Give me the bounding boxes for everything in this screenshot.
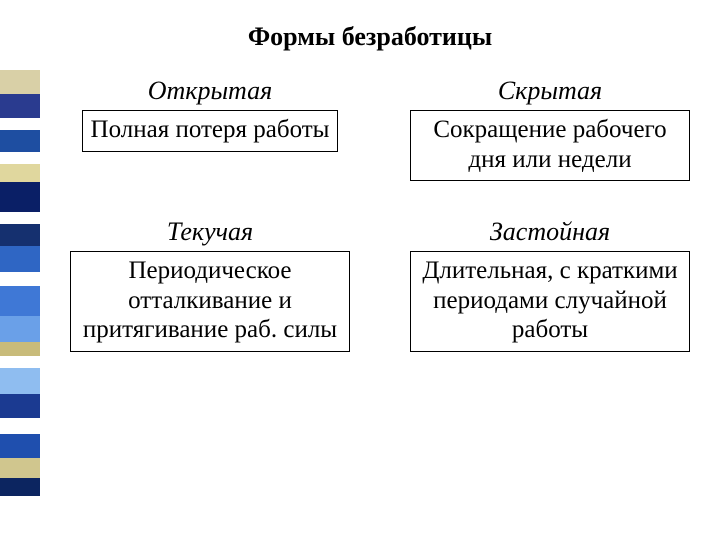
sidebar-stripe <box>0 418 40 434</box>
category-box-fluid: Периодическое отталкивание и притягивани… <box>70 251 350 352</box>
cell-fluid: Текучая Периодическое отталкивание и при… <box>70 217 350 352</box>
sidebar-stripe <box>0 434 40 458</box>
sidebar-stripe <box>0 224 40 246</box>
sidebar-stripe <box>0 368 40 394</box>
sidebar-stripe <box>0 286 40 316</box>
sidebar-stripe <box>0 394 40 418</box>
sidebar-stripe <box>0 272 40 286</box>
cell-open: Открытая Полная потеря работы <box>70 76 350 181</box>
sidebar-stripe <box>0 118 40 130</box>
sidebar-stripe <box>0 478 40 496</box>
cell-hidden: Скрытая Сокращение рабочего дня или неде… <box>410 76 690 181</box>
sidebar-stripe <box>0 316 40 342</box>
sidebar-stripe <box>0 342 40 356</box>
category-title-hidden: Скрытая <box>410 76 690 106</box>
category-title-fluid: Текучая <box>70 217 350 247</box>
category-box-stagnant: Длительная, с краткими периодами случайн… <box>410 251 690 352</box>
sidebar-stripe <box>0 356 40 368</box>
sidebar-stripe <box>0 164 40 182</box>
sidebar-stripe <box>0 152 40 164</box>
category-title-stagnant: Застойная <box>410 217 690 247</box>
sidebar-stripe <box>0 246 40 272</box>
page-title: Формы безработицы <box>50 22 690 52</box>
content-area: Формы безработицы Открытая Полная потеря… <box>50 0 710 540</box>
category-box-hidden: Сокращение рабочего дня или недели <box>410 110 690 181</box>
cell-stagnant: Застойная Длительная, с краткими периода… <box>410 217 690 352</box>
category-box-open: Полная потеря работы <box>82 110 339 152</box>
category-title-open: Открытая <box>70 76 350 106</box>
category-grid: Открытая Полная потеря работы Скрытая Со… <box>70 76 690 352</box>
sidebar-stripe <box>0 212 40 224</box>
decorative-sidebar <box>0 70 40 496</box>
sidebar-stripe <box>0 70 40 94</box>
sidebar-stripe <box>0 130 40 152</box>
sidebar-stripe <box>0 94 40 118</box>
sidebar-stripe <box>0 182 40 212</box>
sidebar-stripe <box>0 458 40 478</box>
